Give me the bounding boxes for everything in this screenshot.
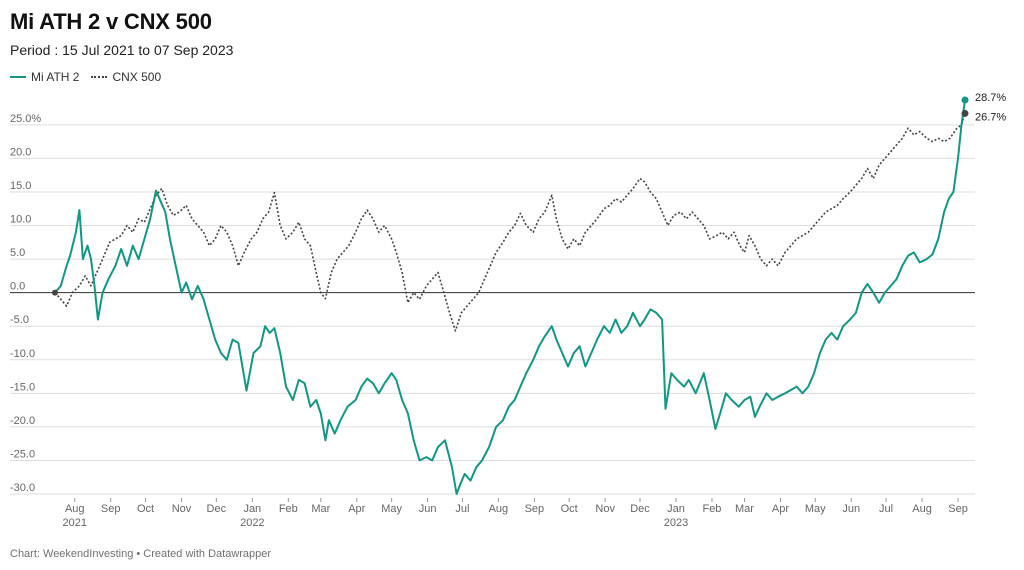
x-tick-year-label: 2021 [62, 517, 86, 529]
y-tick-label: -25.0 [10, 448, 35, 460]
legend-item-cnx-500: CNX 500 [91, 70, 161, 84]
legend-item-mi-ath-2: Mi ATH 2 [10, 70, 79, 84]
y-tick-label: 5.0 [10, 247, 25, 259]
y-tick-label: 25.0% [10, 113, 41, 125]
y-tick-label: -20.0 [10, 415, 35, 427]
x-tick-label: Aug [912, 503, 932, 515]
x-tick-label: Aug [65, 503, 85, 515]
x-tick-label: Aug [489, 503, 509, 515]
x-tick-label: Apr [772, 503, 789, 515]
x-tick-label: Feb [279, 503, 298, 515]
y-tick-label: -30.0 [10, 482, 35, 494]
x-tick-label: Nov [595, 503, 615, 515]
x-tick-label: Sep [101, 503, 121, 515]
y-tick-label: -15.0 [10, 381, 35, 393]
x-tick-label: Jan [243, 503, 261, 515]
x-tick-year-label: 2022 [240, 517, 264, 529]
y-tick-label: -5.0 [10, 314, 29, 326]
legend-swatch-solid [10, 76, 26, 78]
x-tick-year-label: 2023 [664, 517, 688, 529]
x-tick-label: Jul [879, 503, 893, 515]
x-tick-label: May [805, 503, 826, 515]
y-tick-label: 0.0 [10, 281, 25, 293]
x-tick-label: Oct [561, 503, 578, 515]
chart-title: Mi ATH 2 v CNX 500 [10, 9, 212, 34]
series-end-point-mi-ath-2 [961, 96, 969, 104]
y-tick-label: 15.0 [10, 180, 31, 192]
x-tick-label: Jul [455, 503, 469, 515]
y-tick-label: 10.0 [10, 214, 31, 226]
legend-label-cnx-500: CNX 500 [112, 70, 162, 84]
x-tick-label: Jun [419, 503, 437, 515]
x-tick-label: Sep [525, 503, 545, 515]
chart-credit: Chart: WeekendInvesting • Created with D… [10, 548, 272, 560]
x-tick-label: Apr [348, 503, 365, 515]
x-tick-label: Mar [735, 503, 754, 515]
legend-label-mi-ath-2: Mi ATH 2 [31, 70, 80, 84]
x-tick-label: Nov [172, 503, 192, 515]
x-tick-label: Jun [842, 503, 860, 515]
x-tick-label: Jan [667, 503, 685, 515]
end-label-cnx-500: 26.7% [975, 111, 1006, 123]
chart-legend: Mi ATH 2 CNX 500 [10, 70, 173, 84]
chart-subtitle: Period : 15 Jul 2021 to 07 Sep 2023 [10, 42, 234, 58]
series-line-cnx-500 [54, 113, 966, 332]
series-end-point-cnx-500 [961, 109, 969, 117]
end-label-mi-ath-2: 28.7% [975, 92, 1006, 104]
series-line-mi-ath-2 [54, 99, 966, 495]
x-tick-label: Feb [702, 503, 721, 515]
legend-swatch-dotted [91, 76, 108, 78]
x-tick-label: Dec [207, 503, 227, 515]
series-start-point [52, 289, 58, 296]
x-tick-label: May [381, 503, 402, 515]
line-chart: -30.0 -25.0 -20.0 -15.0 -10.0 -5.0 0.0 5.0 10.0 1… [10, 92, 1006, 529]
y-tick-label: 20.0 [10, 146, 31, 158]
y-tick-label: -10.0 [10, 348, 35, 360]
x-tick-label: Dec [630, 503, 650, 515]
x-tick-label: Mar [311, 503, 330, 515]
x-tick-label: Sep [948, 503, 968, 515]
x-tick-label: Oct [137, 503, 154, 515]
